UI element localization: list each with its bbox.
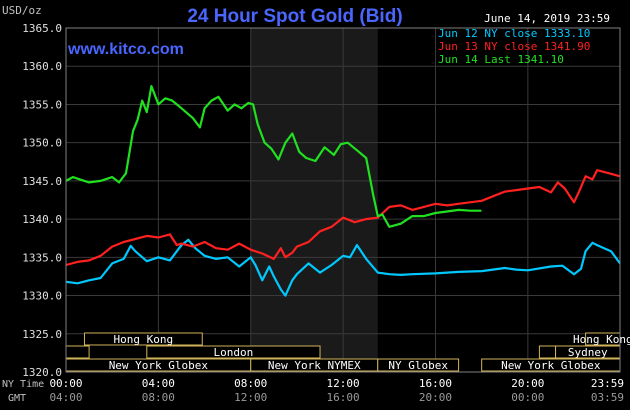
y-tick-label: 1345.0	[22, 175, 62, 188]
session-label: NY Globex	[388, 359, 448, 372]
price-series	[65, 84, 621, 297]
gmt-tick: 03:59	[591, 391, 624, 404]
ny-time-label: NY Time	[2, 379, 44, 390]
y-tick-label: 1335.0	[22, 251, 62, 264]
y-tick-label: 1340.0	[22, 213, 62, 226]
ny-time-tick: 23:59	[591, 377, 624, 390]
session-label: Hong Kong	[573, 333, 630, 346]
y-tick-label: 1350.0	[22, 137, 62, 150]
gmt-tick: 00:00	[511, 391, 544, 404]
ny-time-tick: 04:00	[142, 377, 175, 390]
gmt-tick: 16:00	[327, 391, 360, 404]
y-axis-ticks: 1365.0 1360.0 1355.0 1350.0 1345.0 1340.0 1335…	[22, 22, 62, 379]
gmt-tick: 20:00	[419, 391, 452, 404]
x-axis-ticks: 00:0004:0004:0008:0008:0012:0012:0016:00…	[49, 377, 624, 404]
session-box	[83, 332, 203, 346]
gmt-tick: 04:00	[49, 391, 82, 404]
legend-item-jun12: Jun 12 NY close 1333.10	[438, 27, 590, 40]
gmt-tick: 08:00	[142, 391, 175, 404]
session-label: New York NYMEX	[268, 359, 361, 372]
session-label: London	[214, 346, 254, 359]
session-box	[377, 358, 460, 372]
ny-time-tick: 12:00	[327, 377, 360, 390]
y-tick-label: 1325.0	[22, 328, 62, 341]
y-tick-label: 1320.0	[22, 366, 62, 379]
y-tick-label: 1330.0	[22, 290, 62, 303]
session-label: Hong Kong	[114, 333, 174, 346]
nymex-session-highlight	[250, 28, 378, 372]
session-label: Sydney	[568, 346, 608, 359]
legend: Jun 12 NY close 1333.10 Jun 13 NY close …	[438, 27, 590, 66]
series-line-1	[65, 238, 621, 297]
series-line-3	[65, 84, 482, 228]
date-label: June 14, 2019 23:59	[484, 12, 610, 25]
plot-frame	[65, 27, 621, 373]
ny-time-tick: 20:00	[511, 377, 544, 390]
y-tick-label: 1360.0	[22, 60, 62, 73]
session-label: New York Globex	[109, 359, 209, 372]
website-label: www.kitco.com	[67, 41, 184, 58]
legend-item-jun13: Jun 13 NY close 1341.90	[438, 40, 590, 53]
unit-label: USD/oz	[2, 4, 42, 17]
session-box	[538, 345, 557, 359]
chart-title: 24 Hour Spot Gold (Bid)	[187, 6, 402, 27]
legend-item-jun14: Jun 14 Last 1341.10	[438, 53, 564, 66]
gmt-label: GMT	[8, 393, 26, 404]
ny-time-tick: 16:00	[419, 377, 452, 390]
session-label: New York Globex	[501, 359, 601, 372]
series-line-2	[65, 169, 621, 267]
gmt-tick: 12:00	[234, 391, 267, 404]
session-box	[146, 345, 321, 359]
y-tick-label: 1365.0	[22, 22, 62, 35]
ny-time-tick: 00:00	[49, 377, 82, 390]
session-box	[65, 345, 90, 359]
y-tick-label: 1355.0	[22, 98, 62, 111]
ny-time-tick: 08:00	[234, 377, 267, 390]
